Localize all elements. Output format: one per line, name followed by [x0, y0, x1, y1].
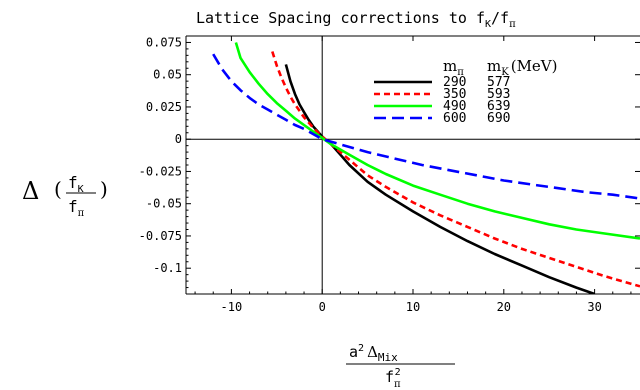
legend-mk-value: 577 — [487, 75, 510, 90]
x-tick-label: 20 — [497, 300, 511, 314]
svg-text:Δ: Δ — [22, 177, 39, 205]
x-axis-label: a2 ΔMix fπ2 — [346, 343, 455, 390]
x-tick-label: 10 — [406, 300, 420, 314]
series-line-350 — [271, 51, 640, 288]
x-ticks: -10 0 10 20 30 — [194, 36, 632, 314]
legend-mpi-value: 490 — [443, 99, 466, 114]
y-label-numerator: fK — [68, 173, 84, 195]
x-label-denominator: fπ2 — [385, 367, 401, 390]
series-line-290 — [284, 64, 596, 294]
y-tick-label: -0.025 — [139, 164, 182, 178]
svg-text:(: ( — [54, 177, 62, 201]
series-line-600 — [212, 53, 640, 200]
legend-mpi-value: 350 — [443, 87, 466, 102]
y-tick-label: 0.05 — [153, 68, 182, 82]
series-line-490 — [234, 42, 640, 240]
y-tick-label: -0.05 — [146, 197, 182, 211]
y-label-denominator: fπ — [68, 197, 85, 219]
chart-title: Lattice Spacing corrections to fK/fπ — [196, 9, 516, 30]
series-curves — [212, 42, 640, 294]
legend-mk-value: 690 — [487, 111, 510, 126]
x-tick-label: 30 — [587, 300, 601, 314]
legend-header-mpi: mπ — [443, 57, 464, 78]
y-tick-label: 0.025 — [146, 100, 182, 114]
y-tick-label: 0.075 — [146, 35, 182, 49]
y-axis-label: Δ ( fK fπ ) — [22, 173, 108, 219]
legend: mπ mK (MeV) 290 577 350 593 490 639 600 690 — [374, 57, 558, 126]
legend-mk-value: 593 — [487, 87, 510, 102]
legend-mpi-value: 600 — [443, 111, 466, 126]
svg-text:): ) — [100, 177, 108, 201]
y-tick-label: 0 — [175, 132, 182, 146]
y-ticks: 0.075 0.05 0.025 0 -0.025 -0.05 -0.075 -0.1 — [139, 35, 640, 289]
legend-mk-value: 639 — [487, 99, 510, 114]
y-tick-label: -0.075 — [139, 229, 182, 243]
y-tick-label: -0.1 — [153, 261, 182, 275]
legend-header-mk: mK (MeV) — [487, 57, 558, 78]
x-label-numerator: a2 ΔMix — [349, 343, 398, 364]
x-tick-label: 0 — [319, 300, 326, 314]
legend-mpi-value: 290 — [443, 75, 466, 90]
x-tick-label: -10 — [221, 300, 243, 314]
